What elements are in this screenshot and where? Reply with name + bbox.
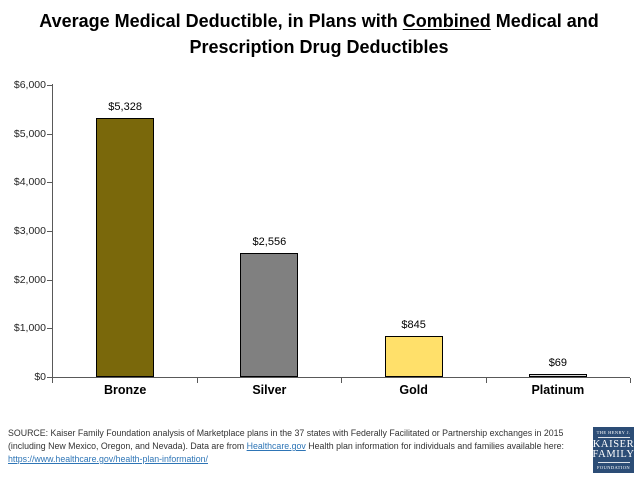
- source-line3: https://www.healthcare.gov/health-plan-i…: [8, 453, 586, 466]
- source-line2-text-after: Health plan information for individuals …: [305, 441, 564, 451]
- title-underlined-word: Combined: [402, 11, 491, 31]
- chart-title: Average Medical Deductible, in Plans wit…: [0, 8, 638, 60]
- kff-logo-divider-top: [597, 437, 630, 438]
- y-axis-tick-label: $4,000: [13, 176, 46, 189]
- plot-area: $5,328 Bronze $2,556 Silver $845 Gold $69 Plati…: [53, 85, 630, 397]
- y-axis-tick: [47, 182, 52, 184]
- chart-title-line1: Average Medical Deductible, in Plans wit…: [0, 8, 638, 34]
- bar-slot-bronze: $5,328 Bronze: [53, 85, 197, 397]
- bar-slot-platinum: $69 Platinum: [486, 85, 630, 397]
- bar-value-label: $2,556: [252, 236, 287, 248]
- x-axis-line: [52, 377, 630, 378]
- category-label-bronze: Bronze: [103, 383, 147, 397]
- source-line2-text: (including New Mexico, Oregon, and Nevad…: [8, 441, 247, 451]
- kff-logo-line2: KAISER: [592, 438, 635, 450]
- bar-value-label: $845: [401, 319, 426, 331]
- healthcare-gov-link[interactable]: Healthcare.gov: [246, 441, 306, 451]
- bar-bronze: [96, 118, 155, 377]
- bar-platinum: [528, 374, 587, 377]
- y-axis-tick: [47, 85, 52, 86]
- y-axis-tick-label: $6,000: [13, 79, 46, 91]
- y-axis-tick: [47, 377, 52, 378]
- source-line1: SOURCE: Kaiser Family Foundation analysi…: [8, 428, 564, 438]
- bar-gold: [384, 336, 443, 377]
- y-axis-tick: [47, 279, 52, 281]
- health-plan-info-url-link[interactable]: https://www.healthcare.gov/health-plan-i…: [8, 454, 208, 464]
- source-note: SOURCE: Kaiser Family Foundation analysi…: [8, 427, 586, 466]
- x-axis-tick: [52, 378, 53, 383]
- category-label-silver: Silver: [252, 383, 287, 397]
- kff-logo: THE HENRY J. KAISER FAMILY FOUNDATION: [592, 427, 635, 473]
- y-axis-tick: [47, 133, 52, 135]
- category-label-platinum: Platinum: [531, 383, 585, 397]
- kff-logo-line1: THE HENRY J.: [596, 429, 631, 435]
- bar-slot-silver: $2,556 Silver: [197, 85, 341, 397]
- x-axis-tick: [630, 378, 631, 383]
- chart-title-line2: Prescription Drug Deductibles: [189, 37, 449, 57]
- y-axis-tick: [47, 328, 52, 330]
- y-axis-tick-label: $2,000: [13, 273, 46, 286]
- x-axis-tick: [341, 378, 342, 383]
- bar-slot-gold: $845 Gold: [342, 85, 486, 397]
- category-label-gold: Gold: [399, 383, 428, 397]
- title-part1: Average Medical Deductible, in Plans wit…: [39, 11, 403, 31]
- y-axis-tick-label: $5,000: [13, 127, 46, 140]
- y-axis-tick: [47, 231, 52, 232]
- title-part2: Medical and: [490, 11, 599, 31]
- kff-logo-divider-bottom: [597, 462, 630, 463]
- bar-value-label: $5,328: [108, 101, 142, 113]
- kff-logo-line3: FAMILY: [592, 449, 635, 460]
- y-axis-tick-label: $0: [34, 371, 46, 383]
- y-axis-tick-label: $1,000: [13, 322, 46, 335]
- x-axis-tick: [485, 378, 487, 383]
- source-line2: (including New Mexico, Oregon, and Nevad…: [8, 440, 586, 453]
- y-axis-tick-label: $3,000: [13, 225, 46, 237]
- y-axis-line: [52, 84, 53, 377]
- x-axis-tick: [196, 378, 198, 383]
- bar-silver: [240, 253, 299, 377]
- kff-logo-line4: FOUNDATION: [597, 464, 630, 470]
- bar-value-label: $69: [548, 357, 568, 369]
